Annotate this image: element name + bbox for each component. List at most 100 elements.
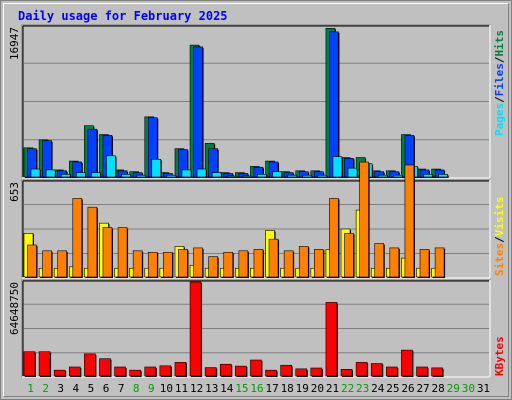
day-label-18: 18 (281, 382, 294, 395)
bar-kbytes-day-18 (280, 364, 292, 377)
day-label-31: 31 (477, 382, 490, 395)
panel-hits-files-pages: 16947 (8, 24, 491, 179)
bar-pages-day-17 (272, 171, 282, 178)
legend-separator: / (493, 56, 506, 63)
bar-pages-day-22 (347, 167, 358, 178)
bar-sites-day-4 (72, 198, 83, 278)
day-label-16: 16 (250, 382, 263, 395)
bar-pages-day-7 (121, 174, 131, 178)
day-label-22: 22 (341, 382, 354, 395)
bar-sites-day-24 (374, 243, 385, 278)
bar-pages-day-14 (226, 175, 237, 178)
bar-pages-day-5 (91, 172, 101, 178)
bar-sites-day-22 (344, 233, 354, 278)
day-label-6: 6 (103, 382, 110, 395)
bar-sites-day-2 (42, 250, 52, 278)
bar-kbytes-day-6 (99, 358, 111, 377)
series-sites (27, 161, 446, 278)
legend-files: Files (493, 63, 506, 96)
bar-files-day-21 (329, 31, 339, 178)
bar-pages-day-19 (302, 174, 313, 178)
day-label-27: 27 (416, 382, 429, 395)
bar-sites-day-9 (147, 251, 158, 278)
bar-kbytes-day-12 (189, 281, 202, 377)
bar-pages-day-21 (332, 156, 343, 178)
day-label-14: 14 (220, 382, 234, 395)
day-label-4: 4 (73, 382, 80, 395)
bar-pages-day-1 (30, 168, 41, 178)
bar-sites-day-18 (283, 250, 294, 278)
bar-sites-day-8 (132, 250, 143, 278)
bar-sites-day-7 (117, 227, 128, 278)
legend-visits: Visits (493, 197, 506, 237)
bar-sites-day-15 (238, 250, 249, 278)
bar-kbytes-day-9 (144, 366, 157, 377)
bar-shadow (243, 177, 253, 178)
bar-kbytes-day-10 (159, 365, 172, 377)
bar-kbytes-day-7 (114, 366, 126, 377)
bar-sites-day-16 (253, 249, 264, 278)
bar-pages-day-8 (136, 174, 146, 178)
bar-kbytes-day-11 (174, 362, 187, 377)
bar-sites-day-20 (314, 249, 324, 278)
bar-sites-day-1 (27, 244, 37, 278)
bar-kbytes-day-27 (416, 366, 428, 377)
legend-kbytes: KBytes (493, 336, 506, 376)
day-label-23: 23 (356, 382, 369, 395)
bar-pages-day-27 (423, 174, 433, 178)
bar-sites-day-13 (208, 256, 218, 278)
day-label-17: 17 (265, 382, 278, 395)
bar-files-day-5 (87, 128, 98, 178)
bar-sites-day-23 (359, 161, 369, 278)
day-label-2: 2 (42, 382, 49, 395)
day-label-30: 30 (462, 382, 475, 395)
bar-pages-day-9 (151, 158, 162, 178)
bar-kbytes-day-16 (250, 359, 262, 377)
bar-sites-day-27 (419, 249, 430, 278)
day-label-8: 8 (133, 382, 140, 395)
day-label-19: 19 (296, 382, 309, 395)
legend-hits: Hits (493, 30, 506, 57)
bar-pages-day-24 (377, 174, 388, 178)
series-pages (30, 155, 449, 178)
day-label-28: 28 (432, 382, 445, 395)
bar-kbytes-day-26 (401, 349, 413, 377)
bar-kbytes-day-1 (23, 351, 36, 377)
day-label-7: 7 (118, 382, 125, 395)
chart-legends: Pages/Files/Hits Sites / Visits KBytes (493, 30, 506, 376)
bar-pages-day-11 (181, 169, 192, 178)
bar-kbytes-day-23 (355, 362, 368, 377)
legend: Pages/Files/Hits (493, 30, 506, 136)
bar-sites-day-10 (163, 251, 173, 278)
bar-kbytes-day-3 (53, 369, 66, 377)
day-label-3: 3 (57, 382, 64, 395)
day-axis-labels: 1 2 3 4 5 6 7 8 9 10 11 12 13 14 15 16 17 18 19 20 21 22 23 24 2… (27, 382, 490, 395)
bar-kbytes-day-15 (235, 365, 247, 377)
panel-visits-sites: 653 (8, 161, 491, 279)
bar-pages-day-10 (166, 174, 177, 178)
bar-pages-day-18 (287, 174, 297, 178)
bar-kbytes-day-4 (68, 366, 81, 377)
bar-sites-day-11 (178, 249, 188, 278)
bar-kbytes-day-20 (310, 367, 323, 377)
panel-max-label: 64648750 (8, 282, 21, 335)
bar-pages-day-25 (393, 174, 403, 178)
chart-title: Daily usage for February 2025 (18, 9, 228, 23)
day-label-26: 26 (401, 382, 414, 395)
panel-max-label: 16947 (8, 27, 21, 60)
series-kbytes (23, 281, 444, 377)
bar-kbytes-day-13 (204, 367, 217, 377)
bar-sites-day-12 (193, 247, 203, 278)
bar-kbytes-day-21 (325, 302, 338, 377)
bar-pages-day-15 (242, 175, 252, 178)
bar-sites-day-25 (389, 247, 400, 278)
day-label-12: 12 (190, 382, 203, 395)
bar-kbytes-day-5 (84, 353, 96, 377)
bar-kbytes-day-14 (219, 363, 232, 377)
bar-pages-day-16 (257, 174, 267, 178)
panel-max-label: 653 (8, 182, 21, 202)
legend-sites: Sites (493, 243, 506, 276)
day-label-25: 25 (386, 382, 399, 395)
bar-sites-day-28 (434, 247, 445, 278)
